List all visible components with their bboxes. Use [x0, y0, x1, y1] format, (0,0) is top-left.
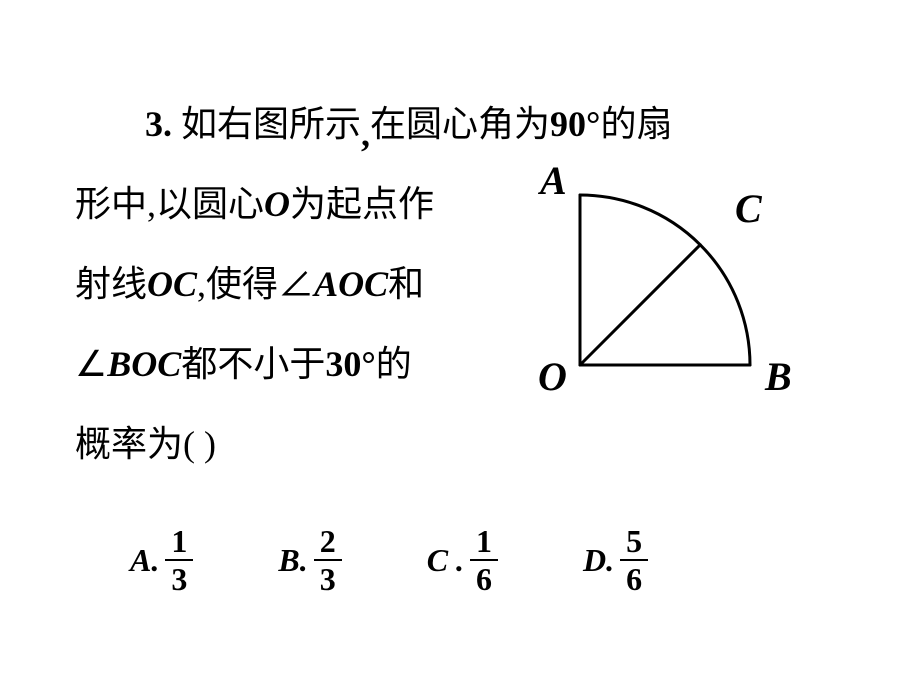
l1-comma: , [361, 114, 370, 154]
l4-30: 30° [325, 344, 375, 384]
l1-angle: 90° [550, 104, 600, 144]
option-D-num: 5 [620, 525, 648, 561]
line-4: ∠BOC都不小于30°的 [75, 335, 412, 387]
line-2: 形中,以圆心O为起点作 [75, 175, 434, 227]
l3-AOC: AOC [314, 264, 388, 304]
option-C-num: 1 [470, 525, 498, 561]
line-5: 概率为( ) [75, 415, 216, 467]
l3-p1: 射线 [75, 264, 147, 304]
diagram-label-B: B [765, 353, 792, 400]
option-B-label: B. [278, 542, 307, 579]
q-number: 3. [145, 104, 181, 144]
l5-p1: 概率为( ) [75, 424, 216, 464]
option-A-den: 3 [165, 561, 193, 595]
option-D: D. 5 6 [583, 525, 648, 595]
line-3: 射线OC,使得∠AOC和 [75, 255, 424, 307]
l1-p3: 的扇 [600, 104, 672, 144]
l4-BOC: BOC [107, 344, 181, 384]
l2-p1: 形中,以圆心 [75, 184, 264, 224]
option-C-label: C . [427, 542, 464, 579]
l2-p2: 为起点作 [290, 184, 434, 224]
sector-diagram: A C O B [530, 175, 830, 415]
diagram-label-A: A [540, 157, 567, 204]
option-A-label: A. [130, 542, 159, 579]
option-D-frac: 5 6 [620, 525, 648, 595]
l3-ang1: ∠ [278, 264, 314, 304]
l4-ang2: ∠ [75, 344, 107, 384]
option-D-label: D. [583, 542, 614, 579]
option-B-den: 3 [314, 561, 342, 595]
option-A-frac: 1 3 [165, 525, 193, 595]
l4-p1: 都不小于 [181, 344, 325, 384]
l3-OC: OC [147, 264, 197, 304]
l3-p3: 和 [388, 264, 424, 304]
option-B-num: 2 [314, 525, 342, 561]
option-A-num: 1 [165, 525, 193, 561]
diagram-label-C: C [735, 185, 762, 232]
line-1: 3. 如右图所示,在圆心角为90°的扇 [145, 95, 672, 147]
option-B: B. 2 3 [278, 525, 341, 595]
l3-p2: ,使得 [197, 264, 278, 304]
l1-p1: 如右图所示 [181, 104, 361, 144]
option-D-den: 6 [620, 561, 648, 595]
option-B-frac: 2 3 [314, 525, 342, 595]
diagram-label-O: O [538, 353, 567, 400]
option-C-den: 6 [470, 561, 498, 595]
l4-p2: 的 [376, 344, 412, 384]
options-row: A. 1 3 B. 2 3 C . 1 6 D. 5 6 [130, 525, 648, 595]
slide: 3. 如右图所示,在圆心角为90°的扇 形中,以圆心O为起点作 射线OC,使得∠… [0, 0, 920, 690]
option-C-frac: 1 6 [470, 525, 498, 595]
option-A: A. 1 3 [130, 525, 193, 595]
l1-p2: 在圆心角为 [370, 104, 550, 144]
option-C: C . 1 6 [427, 525, 498, 595]
l2-O: O [264, 184, 290, 224]
